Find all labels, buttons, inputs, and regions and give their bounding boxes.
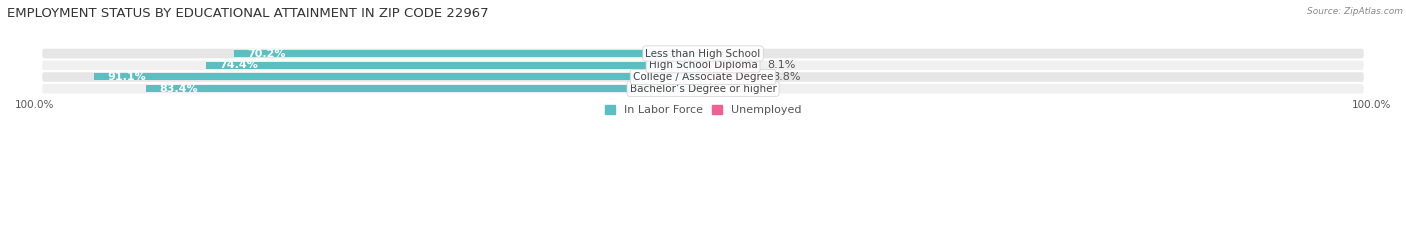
Text: Less than High School: Less than High School bbox=[645, 48, 761, 58]
Text: Bachelor’s Degree or higher: Bachelor’s Degree or higher bbox=[630, 84, 776, 94]
Bar bbox=[146, 85, 703, 92]
Bar bbox=[233, 50, 703, 57]
Text: High School Diploma: High School Diploma bbox=[648, 60, 758, 70]
Text: 8.1%: 8.1% bbox=[768, 60, 796, 70]
Text: 91.1%: 91.1% bbox=[107, 72, 146, 82]
Bar bbox=[703, 62, 758, 69]
Text: 74.4%: 74.4% bbox=[219, 60, 259, 70]
Text: 70.2%: 70.2% bbox=[247, 48, 285, 58]
FancyBboxPatch shape bbox=[41, 83, 1365, 95]
FancyBboxPatch shape bbox=[41, 59, 1365, 71]
Text: 0.0%: 0.0% bbox=[717, 84, 745, 94]
Bar bbox=[205, 62, 703, 69]
FancyBboxPatch shape bbox=[41, 71, 1365, 83]
Text: 83.4%: 83.4% bbox=[159, 84, 198, 94]
Text: Source: ZipAtlas.com: Source: ZipAtlas.com bbox=[1308, 7, 1403, 16]
FancyBboxPatch shape bbox=[41, 48, 1365, 59]
Text: 0.0%: 0.0% bbox=[717, 48, 745, 58]
Legend: In Labor Force, Unemployed: In Labor Force, Unemployed bbox=[600, 101, 806, 120]
Text: EMPLOYMENT STATUS BY EDUCATIONAL ATTAINMENT IN ZIP CODE 22967: EMPLOYMENT STATUS BY EDUCATIONAL ATTAINM… bbox=[7, 7, 489, 20]
Text: College / Associate Degree: College / Associate Degree bbox=[633, 72, 773, 82]
Text: 8.8%: 8.8% bbox=[772, 72, 800, 82]
Bar bbox=[703, 73, 762, 80]
Bar bbox=[94, 73, 703, 80]
